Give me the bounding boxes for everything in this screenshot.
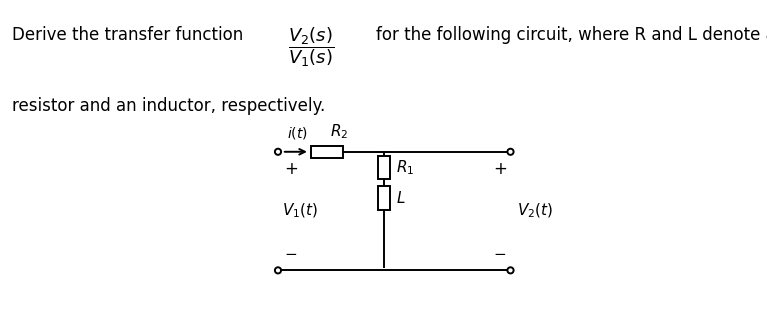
- Text: $L$: $L$: [396, 190, 406, 206]
- Text: −: −: [493, 247, 506, 262]
- Bar: [378, 155, 390, 179]
- Text: $i(t)$: $i(t)$: [288, 125, 308, 141]
- Bar: [378, 186, 390, 210]
- Text: Derive the transfer function: Derive the transfer function: [12, 26, 242, 44]
- Text: $V_2(t)$: $V_2(t)$: [517, 202, 553, 220]
- Text: $R_2$: $R_2$: [330, 122, 348, 141]
- Text: $V_1(t)$: $V_1(t)$: [282, 202, 318, 220]
- Text: $R_1$: $R_1$: [396, 158, 414, 176]
- Text: +: +: [493, 160, 507, 178]
- Bar: [311, 146, 343, 158]
- Text: for the following circuit, where R and L denote a: for the following circuit, where R and L…: [376, 26, 767, 44]
- Text: resistor and an inductor, respectively.: resistor and an inductor, respectively.: [12, 97, 324, 115]
- Text: −: −: [285, 247, 297, 262]
- Text: $\dfrac{V_2(s)}{V_1(s)}$: $\dfrac{V_2(s)}{V_1(s)}$: [288, 26, 334, 69]
- Text: +: +: [285, 160, 298, 178]
